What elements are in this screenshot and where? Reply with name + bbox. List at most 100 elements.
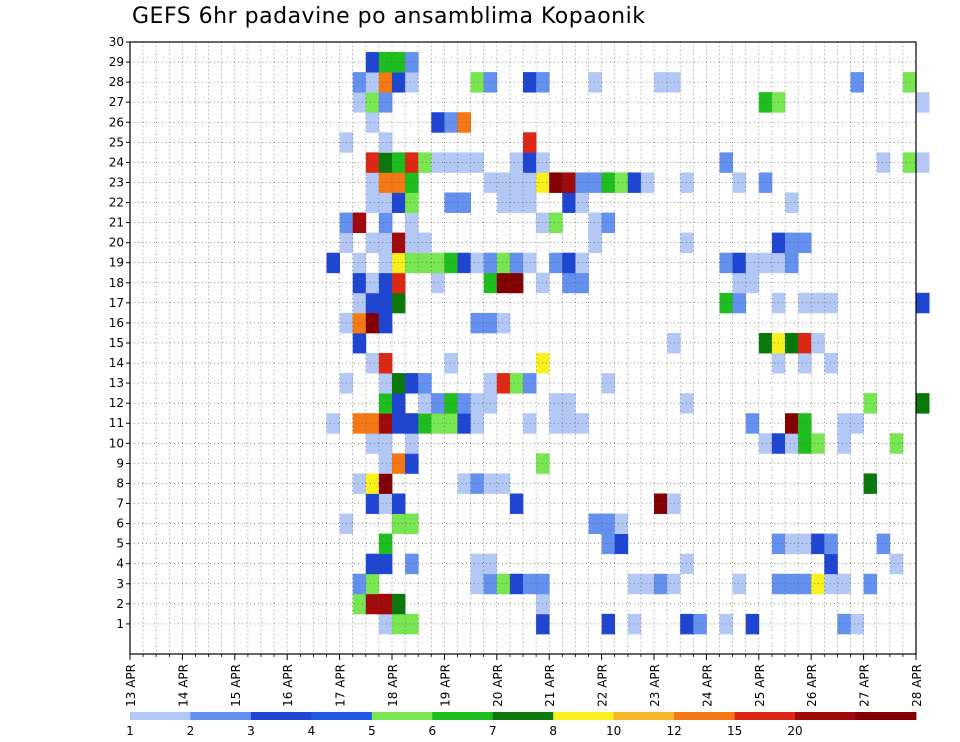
heatmap-cell xyxy=(509,373,524,394)
y-tick-label: 8 xyxy=(116,476,124,490)
heatmap-cell xyxy=(758,252,773,274)
colorbar-label: 10 xyxy=(606,724,621,738)
heatmap-cell xyxy=(732,573,747,595)
x-tick-label: 18 APR xyxy=(386,664,400,707)
heatmap-cell xyxy=(444,252,458,274)
heatmap-cell xyxy=(509,192,524,213)
x-tick-label: 26 APR xyxy=(805,664,819,707)
heatmap-cell xyxy=(916,92,930,113)
y-tick-label: 4 xyxy=(116,557,124,571)
heatmap-cell xyxy=(811,292,825,314)
colorbar-label: 7 xyxy=(489,724,497,738)
heatmap-cell xyxy=(889,553,904,575)
y-tick-label: 26 xyxy=(109,115,124,129)
heatmap-cell xyxy=(365,92,380,113)
colorbar-swatch xyxy=(613,712,675,720)
heatmap-cell xyxy=(352,413,367,434)
heatmap-cell xyxy=(824,553,838,575)
heatmap-cell xyxy=(549,252,563,274)
colorbar-label: 1 xyxy=(126,724,134,738)
heatmap-cell xyxy=(601,172,616,193)
heatmap-cell xyxy=(444,112,458,133)
heatmap-cell xyxy=(588,172,602,193)
heatmap-cell xyxy=(405,252,419,274)
heatmap-cell xyxy=(640,172,655,193)
heatmap-cell xyxy=(902,152,917,173)
heatmap-cell xyxy=(405,553,419,575)
y-tick-label: 3 xyxy=(116,577,124,591)
colorbar-label: 2 xyxy=(187,724,195,738)
heatmap-cell xyxy=(405,373,419,394)
heatmap-cell xyxy=(496,172,511,193)
y-tick-label: 23 xyxy=(109,175,124,189)
heatmap-cell xyxy=(352,593,367,615)
heatmap-cell xyxy=(365,192,380,213)
heatmap-cell xyxy=(444,353,458,374)
heatmap-cell xyxy=(798,332,812,354)
heatmap-cell xyxy=(654,72,668,93)
heatmap-cell xyxy=(667,72,681,93)
heatmap-cell xyxy=(562,393,576,414)
heatmap-cell xyxy=(824,292,838,314)
heatmap-cell xyxy=(326,252,340,274)
heatmap-cell xyxy=(523,132,537,153)
heatmap-cell xyxy=(378,192,393,213)
heatmap-cell xyxy=(470,553,485,575)
heatmap-cell xyxy=(496,473,511,494)
heatmap-cell xyxy=(378,433,393,454)
heatmap-cell xyxy=(405,413,419,434)
heatmap-cell xyxy=(798,292,812,314)
heatmap-cell xyxy=(378,593,393,615)
colorbar-swatch xyxy=(190,712,252,720)
heatmap-cell xyxy=(614,533,629,555)
heatmap-cell xyxy=(378,453,393,474)
x-tick-label: 22 APR xyxy=(596,664,610,707)
colorbar-swatch xyxy=(795,712,856,720)
heatmap-cell xyxy=(365,172,380,193)
heatmap-cell xyxy=(365,72,380,93)
heatmap-cell xyxy=(378,473,393,494)
heatmap-cell xyxy=(785,192,799,213)
y-tick-label: 22 xyxy=(109,196,124,210)
heatmap-cell xyxy=(562,272,576,294)
heatmap-cell xyxy=(365,272,380,294)
heatmap-cell xyxy=(562,192,576,213)
heatmap-cell xyxy=(824,573,838,595)
colorbar-label: 12 xyxy=(667,724,682,738)
x-tick-label: 13 APR xyxy=(124,664,138,707)
heatmap-cell xyxy=(916,292,930,314)
heatmap-cell xyxy=(654,573,668,595)
x-tick-label: 24 APR xyxy=(700,664,714,707)
heatmap-cell xyxy=(902,72,917,93)
colorbar-swatch xyxy=(734,712,796,720)
heatmap-cell xyxy=(889,433,904,454)
heatmap-cell xyxy=(378,152,393,173)
heatmap-cell xyxy=(837,573,851,595)
x-tick-label: 23 APR xyxy=(648,664,662,707)
y-tick-label: 17 xyxy=(109,296,124,310)
heatmap-cell xyxy=(378,52,393,73)
y-tick-label: 13 xyxy=(109,376,124,390)
heatmap-cell xyxy=(457,393,471,414)
heatmap-cell xyxy=(509,573,524,595)
y-tick-label: 1 xyxy=(116,617,124,631)
heatmap-cell xyxy=(523,192,537,213)
x-tick-label: 21 APR xyxy=(543,664,557,707)
heatmap-cell xyxy=(405,192,419,213)
heatmap-cell xyxy=(365,112,380,133)
heatmap-cell xyxy=(378,212,393,234)
heatmap-cell xyxy=(444,152,458,173)
heatmap-cell xyxy=(365,493,380,514)
heatmap-cell xyxy=(365,152,380,173)
heatmap-cell xyxy=(352,92,367,113)
heatmap-cell xyxy=(785,232,799,254)
heatmap-cell xyxy=(549,212,563,234)
y-tick-label: 7 xyxy=(116,497,124,511)
heatmap-cell xyxy=(378,393,393,414)
y-tick-label: 15 xyxy=(109,336,124,350)
heatmap-cell xyxy=(470,72,485,93)
heatmap-cell xyxy=(837,433,851,454)
heatmap-cell xyxy=(562,252,576,274)
colorbar-label: 3 xyxy=(247,724,255,738)
colorbar-swatch xyxy=(250,712,312,720)
